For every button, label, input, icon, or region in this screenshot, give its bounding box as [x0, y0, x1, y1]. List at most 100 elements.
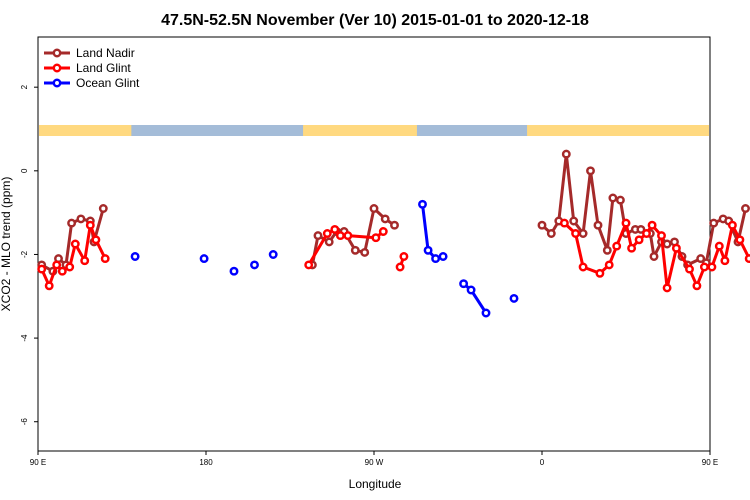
data-point: [649, 252, 659, 261]
data-point: [70, 239, 80, 249]
data-point: [229, 266, 239, 276]
data-point: [52, 260, 62, 270]
data-point: [371, 233, 381, 243]
data-point: [671, 243, 681, 253]
data-point: [130, 252, 140, 261]
data-point: [418, 199, 427, 209]
data-point: [569, 216, 579, 226]
series-ocean-glint: [130, 199, 519, 318]
y-axis: 2 0 -2 -4 -6: [20, 84, 38, 425]
data-point: [615, 195, 625, 205]
y-tick-label: -4: [20, 334, 29, 342]
data-point: [709, 218, 719, 228]
data-point: [399, 252, 409, 261]
data-point: [595, 268, 605, 278]
data-point: [100, 254, 110, 264]
legend-entry: Land Nadir: [76, 46, 135, 60]
data-point: [685, 264, 694, 274]
data-point: [692, 281, 702, 291]
map-land-band: [527, 125, 709, 136]
data-point: [76, 214, 86, 224]
data-point: [65, 262, 75, 272]
data-point: [546, 229, 556, 238]
data-point: [481, 308, 491, 318]
y-tick-label: -6: [20, 418, 29, 426]
x-axis: 90 E 180 90 W 0 90 E: [30, 451, 718, 467]
data-point: [360, 247, 370, 257]
y-tick-label: -2: [20, 250, 29, 258]
data-point: [657, 231, 666, 241]
legend-marker: [52, 48, 62, 58]
data-point: [707, 262, 717, 272]
data-point: [343, 231, 353, 241]
data-point: [67, 218, 77, 228]
data-point: [593, 220, 603, 230]
data-point: [438, 252, 448, 261]
map-land-band: [39, 125, 132, 136]
data-point: [324, 237, 334, 247]
data-point: [741, 204, 750, 213]
y-tick-label: 0: [20, 168, 29, 173]
x-tick-label: 0: [540, 458, 545, 467]
land-ocean-map-strip: [39, 125, 709, 136]
data-point: [268, 250, 278, 259]
data-point: [85, 220, 95, 230]
data-point: [330, 224, 340, 234]
data-point: [459, 279, 469, 289]
x-tick-label: 90 E: [30, 458, 46, 467]
series-line: [40, 223, 107, 288]
data-point: [423, 245, 433, 255]
data-point: [466, 285, 476, 295]
data-point: [350, 245, 360, 255]
data-point: [586, 166, 595, 176]
legend-marker: [52, 78, 62, 88]
data-point: [636, 224, 646, 234]
legend-entry: Ocean Glint: [76, 76, 140, 90]
x-axis-label: Longitude: [349, 477, 402, 491]
series-land-nadir: [37, 149, 750, 276]
data-point: [621, 218, 631, 228]
data-point: [627, 243, 637, 253]
chart-title: 47.5N-52.5N November (Ver 10) 2015-01-01…: [161, 12, 589, 29]
data-point: [509, 293, 519, 303]
data-point: [91, 235, 101, 245]
data-point: [395, 262, 405, 272]
data-point: [714, 241, 724, 251]
data-point: [696, 254, 706, 264]
series-line: [541, 152, 747, 267]
data-point: [378, 227, 388, 236]
data-point: [571, 229, 581, 238]
x-tick-label: 180: [199, 458, 213, 467]
data-point: [561, 149, 571, 159]
data-point: [537, 220, 547, 230]
y-axis-label: XCO2 - MLO trend (ppm): [0, 177, 13, 312]
data-point: [727, 220, 737, 230]
data-point: [199, 254, 209, 264]
data-point: [304, 260, 314, 270]
data-point: [699, 262, 709, 272]
legend-entry: Land Glint: [76, 61, 131, 75]
data-point: [662, 239, 672, 249]
data-point: [44, 281, 54, 291]
data-point: [735, 235, 745, 245]
data-point: [335, 231, 345, 241]
data-point: [578, 229, 588, 238]
series-land-glint: [37, 218, 750, 293]
data-point: [322, 229, 332, 238]
data-point: [313, 231, 323, 241]
data-point: [612, 241, 622, 251]
data-point: [390, 220, 399, 230]
data-point: [380, 214, 390, 224]
data-point: [57, 266, 67, 276]
data-point: [602, 245, 612, 255]
data-point: [608, 193, 618, 203]
data-point: [80, 256, 90, 266]
data-point: [250, 260, 259, 270]
data-point: [720, 256, 730, 266]
y-tick-label: 2: [20, 84, 29, 89]
data-point: [647, 220, 657, 230]
data-point: [37, 264, 47, 274]
data-point: [744, 254, 750, 264]
plot-series: [37, 149, 750, 318]
data-point: [662, 283, 672, 293]
